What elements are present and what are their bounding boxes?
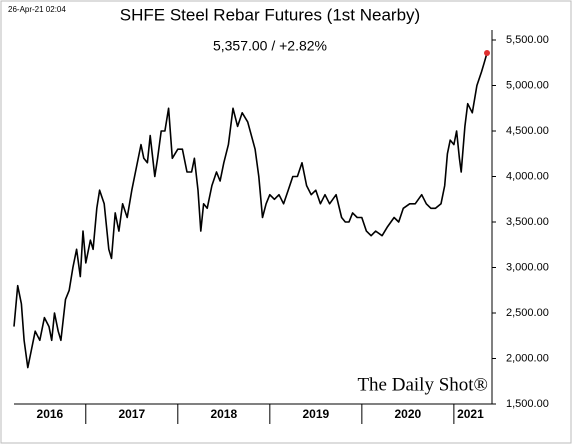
x-tick-label: 2016: [37, 407, 64, 421]
x-tick-label: 2017: [118, 407, 145, 421]
y-tick-label: 3,000.00: [506, 261, 549, 273]
chart-title: SHFE Steel Rebar Futures (1st Nearby): [120, 5, 420, 24]
x-tick-label: 2019: [302, 407, 329, 421]
y-tick-label: 4,500.00: [506, 125, 549, 137]
x-tick-label: 2021: [457, 407, 484, 421]
y-tick-label: 1,500.00: [506, 398, 549, 410]
y-tick-label: 4,000.00: [506, 170, 549, 182]
timestamp: 26-Apr-21 02:04: [8, 5, 66, 14]
x-tick-label: 2020: [395, 407, 422, 421]
price-line: [13, 52, 488, 369]
x-tick-label: 2018: [210, 407, 237, 421]
y-tick-label: 5,500.00: [506, 34, 549, 46]
last-point: [484, 50, 490, 57]
y-tick-label: 3,500.00: [506, 216, 549, 228]
y-tick-label: 2,000.00: [506, 352, 549, 364]
y-tick-label: 2,500.00: [506, 307, 549, 319]
watermark: The Daily Shot®: [357, 374, 488, 395]
y-tick-label: 5,000.00: [506, 79, 549, 91]
chart-subtitle: 5,357.00 / +2.82%: [213, 38, 327, 54]
